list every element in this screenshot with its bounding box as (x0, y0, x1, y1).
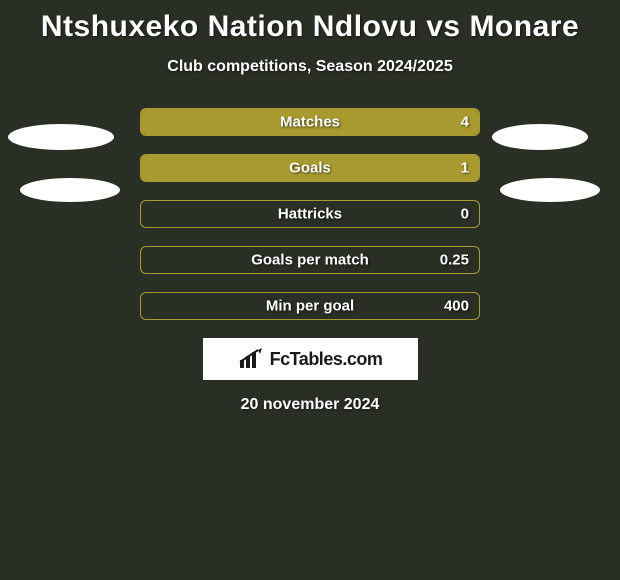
decorative-ellipse (20, 178, 120, 202)
decorative-ellipse (492, 124, 588, 150)
stat-row-value: 0.25 (440, 252, 469, 269)
decorative-ellipse (500, 178, 600, 202)
decorative-ellipse (8, 124, 114, 150)
stat-row-label: Goals per match (251, 252, 369, 269)
stat-row: Matches 4 (140, 108, 480, 136)
stat-row-label: Matches (280, 114, 340, 131)
stat-row-label: Hattricks (278, 206, 342, 223)
stat-row-label: Goals (289, 160, 331, 177)
brand-box: FcTables.com (203, 338, 418, 380)
stat-row-label: Min per goal (266, 298, 354, 315)
stat-row-value: 1 (461, 160, 469, 177)
stat-row-value: 4 (461, 114, 469, 131)
page-subtitle: Club competitions, Season 2024/2025 (0, 58, 620, 76)
brand-chart-icon (238, 348, 264, 370)
stat-row-value: 400 (444, 298, 469, 315)
date-text: 20 november 2024 (0, 396, 620, 414)
stat-row: Min per goal 400 (140, 292, 480, 320)
brand-text: FcTables.com (270, 349, 383, 370)
stat-row: Goals 1 (140, 154, 480, 182)
stats-rows: Matches 4 Goals 1 Hattricks 0 Goals per match 0… (140, 108, 480, 320)
stat-row-value: 0 (461, 206, 469, 223)
page-title: Ntshuxeko Nation Ndlovu vs Monare (0, 0, 620, 44)
stat-row: Hattricks 0 (140, 200, 480, 228)
stat-row: Goals per match 0.25 (140, 246, 480, 274)
